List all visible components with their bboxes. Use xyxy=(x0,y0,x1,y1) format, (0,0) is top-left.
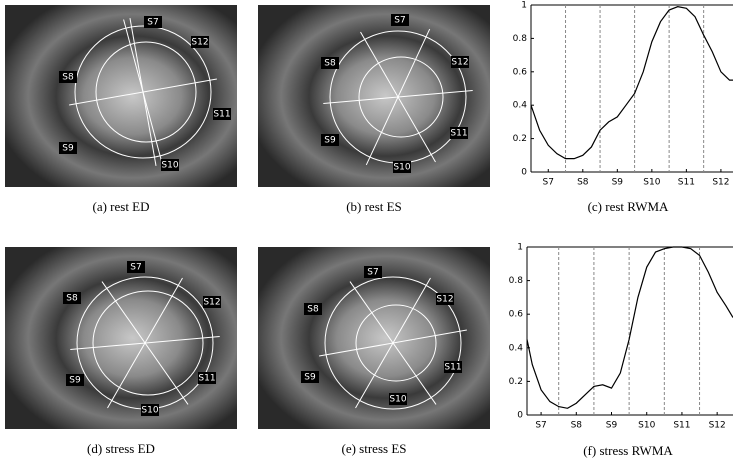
y-tick-label: 0.8 xyxy=(513,34,528,44)
segment-label-box xyxy=(450,127,468,139)
mri-panel: S7 S8 S9 S10 S11 S12 xyxy=(258,5,490,187)
mri-image xyxy=(258,5,490,187)
mri-panel: S7 S8 S9 S10 S11 S12 xyxy=(258,247,490,429)
segment-label: S7 xyxy=(147,18,158,28)
segment-label-box xyxy=(436,293,454,305)
x-tick-label: S9 xyxy=(606,421,618,431)
segment-label: S11 xyxy=(213,110,230,120)
segment-label-box xyxy=(59,142,77,154)
rwma-curve xyxy=(530,6,733,160)
segment-label-box xyxy=(364,266,382,278)
x-tick-label: S7 xyxy=(543,178,554,188)
x-tick-label: S8 xyxy=(571,421,583,431)
epicardium-contour xyxy=(74,25,212,159)
caption: (c) rest RWMA xyxy=(588,199,669,214)
segment-label-box xyxy=(191,36,209,48)
segment-label: S7 xyxy=(367,268,378,278)
segment-label-box xyxy=(203,296,221,308)
segment-label: S7 xyxy=(394,16,405,26)
caption: (d) stress ED xyxy=(87,441,155,456)
segment-label: S7 xyxy=(130,263,141,273)
x-tick-label: S10 xyxy=(638,421,655,431)
y-tick-label: 0.6 xyxy=(513,67,528,77)
segment-label-box xyxy=(304,303,322,315)
segment-label: S12 xyxy=(436,295,453,305)
y-tick-label: 0 xyxy=(517,411,523,421)
segment-label: S10 xyxy=(141,406,158,416)
segment-label: S12 xyxy=(203,298,220,308)
y-tick-label: 0 xyxy=(521,168,527,178)
segment-label: S12 xyxy=(451,58,468,68)
endocardium-contour xyxy=(92,290,204,396)
y-tick-label: 1 xyxy=(517,243,523,253)
segment-label: S11 xyxy=(450,129,467,139)
segment-label: S10 xyxy=(389,395,406,405)
segment-label: S9 xyxy=(62,144,74,154)
x-tick-label: S10 xyxy=(643,178,660,188)
y-tick-label: 0.6 xyxy=(509,310,524,320)
y-tick-label: 0.4 xyxy=(509,343,524,353)
segment-label: S11 xyxy=(444,363,461,373)
segment-label: S11 xyxy=(198,374,215,384)
segment-label: S9 xyxy=(69,376,81,386)
x-tick-label: S11 xyxy=(678,178,695,188)
segment-label-box xyxy=(391,14,409,26)
segment-label-box xyxy=(321,134,339,146)
segment-label-box xyxy=(59,71,77,83)
segment-label-box xyxy=(213,108,231,120)
segment-divider xyxy=(349,281,437,405)
segment-label-box xyxy=(66,374,84,386)
mri-panel: S7 S8 S9 S10 S11 S12 xyxy=(5,5,237,187)
segment-label: S8 xyxy=(62,73,74,83)
segment-label-box xyxy=(444,361,462,373)
x-tick-label: S9 xyxy=(612,178,624,188)
x-tick-label: S12 xyxy=(709,421,726,431)
y-tick-label: 0.2 xyxy=(513,134,527,144)
segment-label-box xyxy=(127,261,145,273)
segment-divider xyxy=(360,31,436,163)
segment-label-box xyxy=(63,292,81,304)
segment-divider xyxy=(101,281,189,405)
endocardium-contour xyxy=(355,304,437,382)
caption: (e) stress ES xyxy=(342,441,407,456)
segment-label-box xyxy=(141,404,159,416)
caption: (a) rest ED xyxy=(92,199,149,214)
x-tick-label: S8 xyxy=(577,178,589,188)
segment-label-box xyxy=(161,159,179,171)
x-tick-label: S7 xyxy=(535,421,546,431)
y-tick-label: 0.4 xyxy=(513,101,528,111)
y-tick-label: 0.8 xyxy=(509,276,524,286)
segment-label-box xyxy=(301,371,319,383)
segment-label: S10 xyxy=(393,163,410,173)
x-tick-label: S12 xyxy=(712,178,729,188)
x-tick-label: S11 xyxy=(673,421,690,431)
segment-label-box xyxy=(198,372,216,384)
segment-label-box xyxy=(321,57,339,69)
segment-label: S10 xyxy=(161,161,178,171)
segment-label-box xyxy=(389,393,407,405)
epicardium-contour xyxy=(324,276,462,410)
mri-panel: S7 S8 S9 S10 S11 S12 xyxy=(5,247,237,429)
segment-label-box xyxy=(393,161,411,173)
segment-label: S8 xyxy=(66,294,78,304)
segment-label: S12 xyxy=(191,38,208,48)
endocardium-contour xyxy=(95,41,197,143)
segment-label-box xyxy=(144,16,162,28)
segment-label: S9 xyxy=(304,373,316,383)
segment-divider xyxy=(123,19,163,165)
endocardium-contour xyxy=(358,56,444,138)
rwma-curve xyxy=(526,246,733,409)
caption: (f) stress RWMA xyxy=(583,443,673,458)
segment-label-box xyxy=(451,56,469,68)
y-tick-label: 0.2 xyxy=(509,377,523,387)
segment-label: S8 xyxy=(324,59,336,69)
caption: (b) rest ES xyxy=(346,199,402,214)
segment-label: S9 xyxy=(324,136,336,146)
y-tick-label: 1 xyxy=(521,1,527,11)
segment-label: S8 xyxy=(307,305,319,315)
